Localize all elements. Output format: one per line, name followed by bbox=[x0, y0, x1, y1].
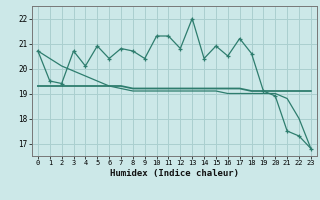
X-axis label: Humidex (Indice chaleur): Humidex (Indice chaleur) bbox=[110, 169, 239, 178]
